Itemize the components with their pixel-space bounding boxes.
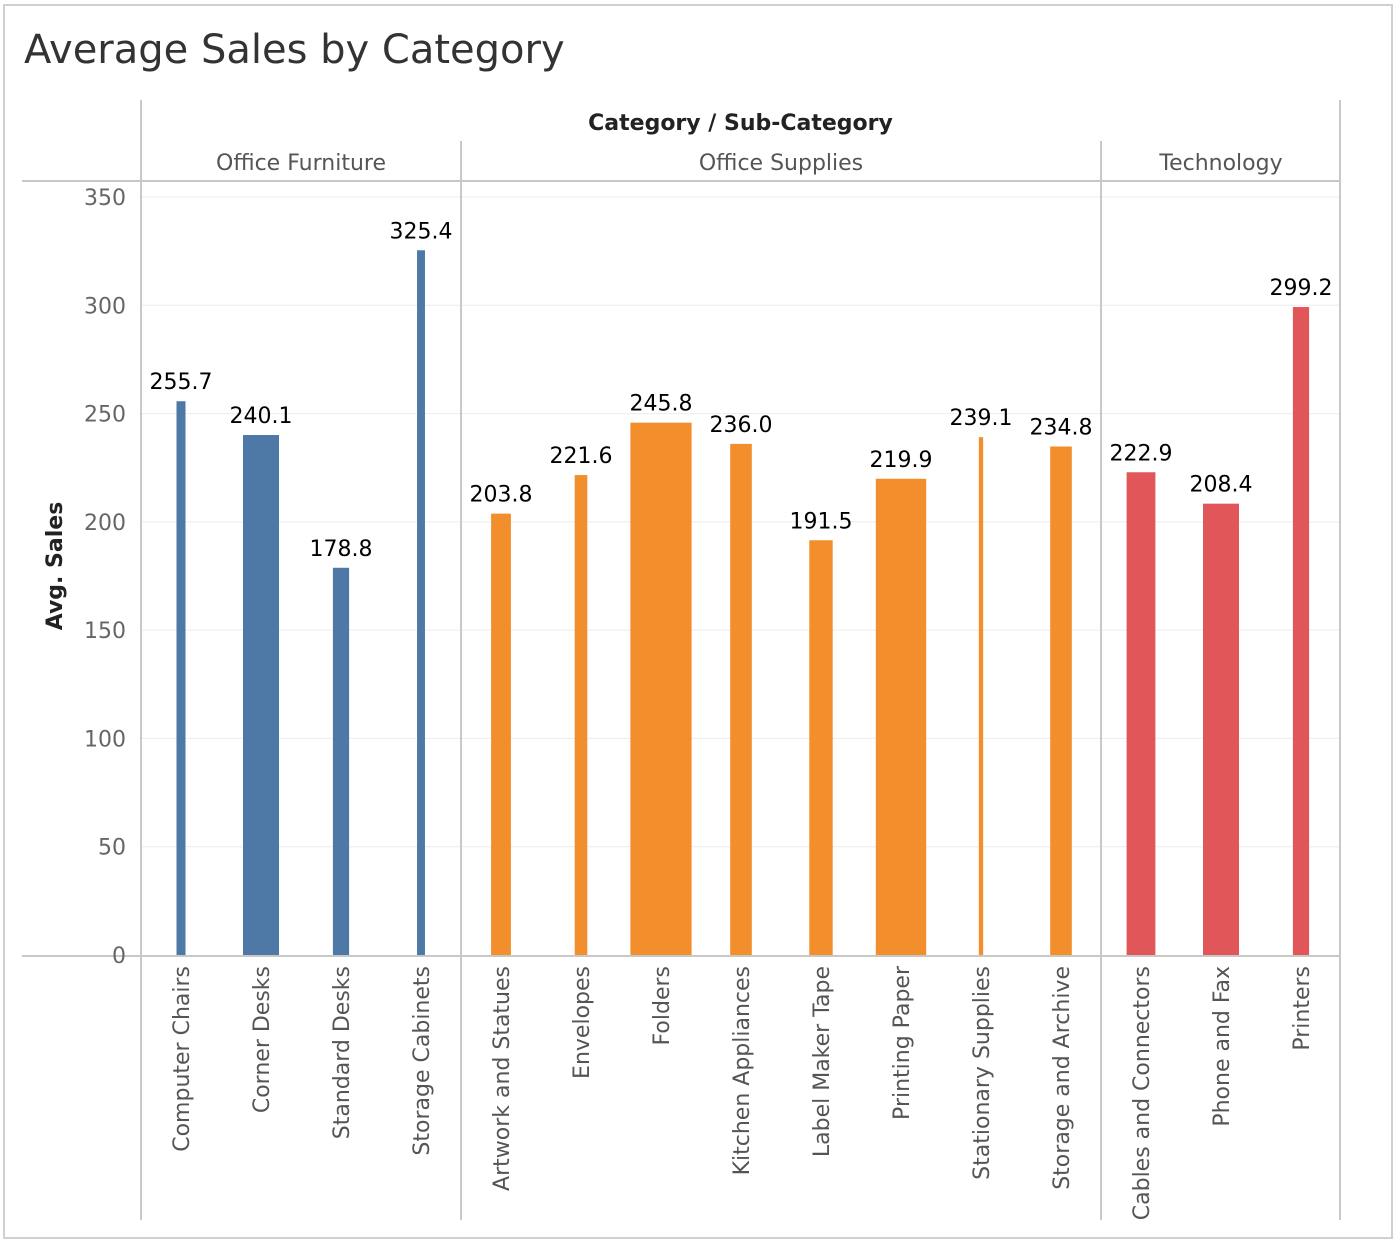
x-tick-label: Storage Cabinets bbox=[410, 966, 435, 1156]
bar bbox=[1126, 472, 1156, 955]
bar bbox=[574, 475, 588, 955]
value-label: 299.2 bbox=[1270, 276, 1333, 301]
x-tick-label: Computer Chairs bbox=[170, 966, 195, 1152]
category-header: Office Supplies bbox=[699, 151, 863, 176]
value-label: 191.5 bbox=[790, 509, 853, 534]
y-tick-label: 350 bbox=[84, 186, 126, 211]
bar bbox=[875, 478, 927, 955]
bar bbox=[417, 250, 425, 956]
value-label: 203.8 bbox=[470, 483, 533, 508]
x-tick-label: Folders bbox=[650, 966, 675, 1045]
value-label: 236.0 bbox=[710, 413, 773, 438]
value-label: 255.7 bbox=[150, 370, 213, 395]
chart-frame bbox=[3, 4, 1393, 1239]
bar bbox=[1050, 446, 1072, 955]
bar bbox=[809, 540, 833, 955]
bar bbox=[1292, 307, 1310, 955]
x-tick-label: Envelopes bbox=[570, 966, 595, 1079]
bar bbox=[730, 443, 752, 955]
x-tick-label: Cables and Connectors bbox=[1130, 966, 1155, 1220]
y-tick-label: 0 bbox=[112, 944, 126, 969]
bar bbox=[176, 401, 186, 955]
bar bbox=[1203, 503, 1239, 955]
bar bbox=[243, 435, 279, 956]
chart-title: Average Sales by Category bbox=[24, 27, 565, 73]
y-tick-label: 100 bbox=[84, 727, 126, 752]
bar bbox=[978, 437, 984, 955]
x-tick-label: Phone and Fax bbox=[1210, 966, 1235, 1127]
category-header: Office Furniture bbox=[216, 151, 386, 176]
value-label: 222.9 bbox=[1110, 441, 1173, 466]
value-label: 234.8 bbox=[1030, 415, 1093, 440]
y-tick-label: 300 bbox=[84, 294, 126, 319]
y-tick-label: 150 bbox=[84, 619, 126, 644]
x-tick-label: Stationary Supplies bbox=[970, 966, 995, 1180]
bar bbox=[332, 567, 350, 955]
x-tick-label: Label Maker Tape bbox=[810, 966, 835, 1157]
header-title: Category / Sub-Category bbox=[588, 111, 893, 136]
value-label: 245.8 bbox=[630, 392, 693, 417]
y-axis-title: Avg. Sales bbox=[43, 502, 68, 631]
value-label: 325.4 bbox=[390, 219, 453, 244]
bar bbox=[491, 513, 511, 955]
category-header: Technology bbox=[1158, 151, 1282, 176]
value-label: 208.4 bbox=[1190, 473, 1253, 498]
x-tick-label: Printers bbox=[1290, 966, 1315, 1051]
x-tick-label: Kitchen Appliances bbox=[730, 966, 755, 1175]
x-tick-label: Artwork and Statues bbox=[490, 966, 515, 1191]
x-tick-label: Storage and Archive bbox=[1050, 966, 1075, 1190]
y-tick-label: 50 bbox=[98, 836, 126, 861]
value-label: 178.8 bbox=[310, 537, 373, 562]
x-tick-label: Standard Desks bbox=[330, 966, 355, 1139]
value-label: 239.1 bbox=[950, 406, 1013, 431]
bar bbox=[630, 422, 692, 955]
value-label: 240.1 bbox=[230, 404, 293, 429]
value-label: 221.6 bbox=[550, 444, 613, 469]
x-tick-label: Printing Paper bbox=[890, 965, 915, 1120]
y-tick-label: 250 bbox=[84, 403, 126, 428]
x-tick-label: Corner Desks bbox=[250, 966, 275, 1113]
value-label: 219.9 bbox=[870, 448, 933, 473]
y-tick-label: 200 bbox=[84, 511, 126, 536]
